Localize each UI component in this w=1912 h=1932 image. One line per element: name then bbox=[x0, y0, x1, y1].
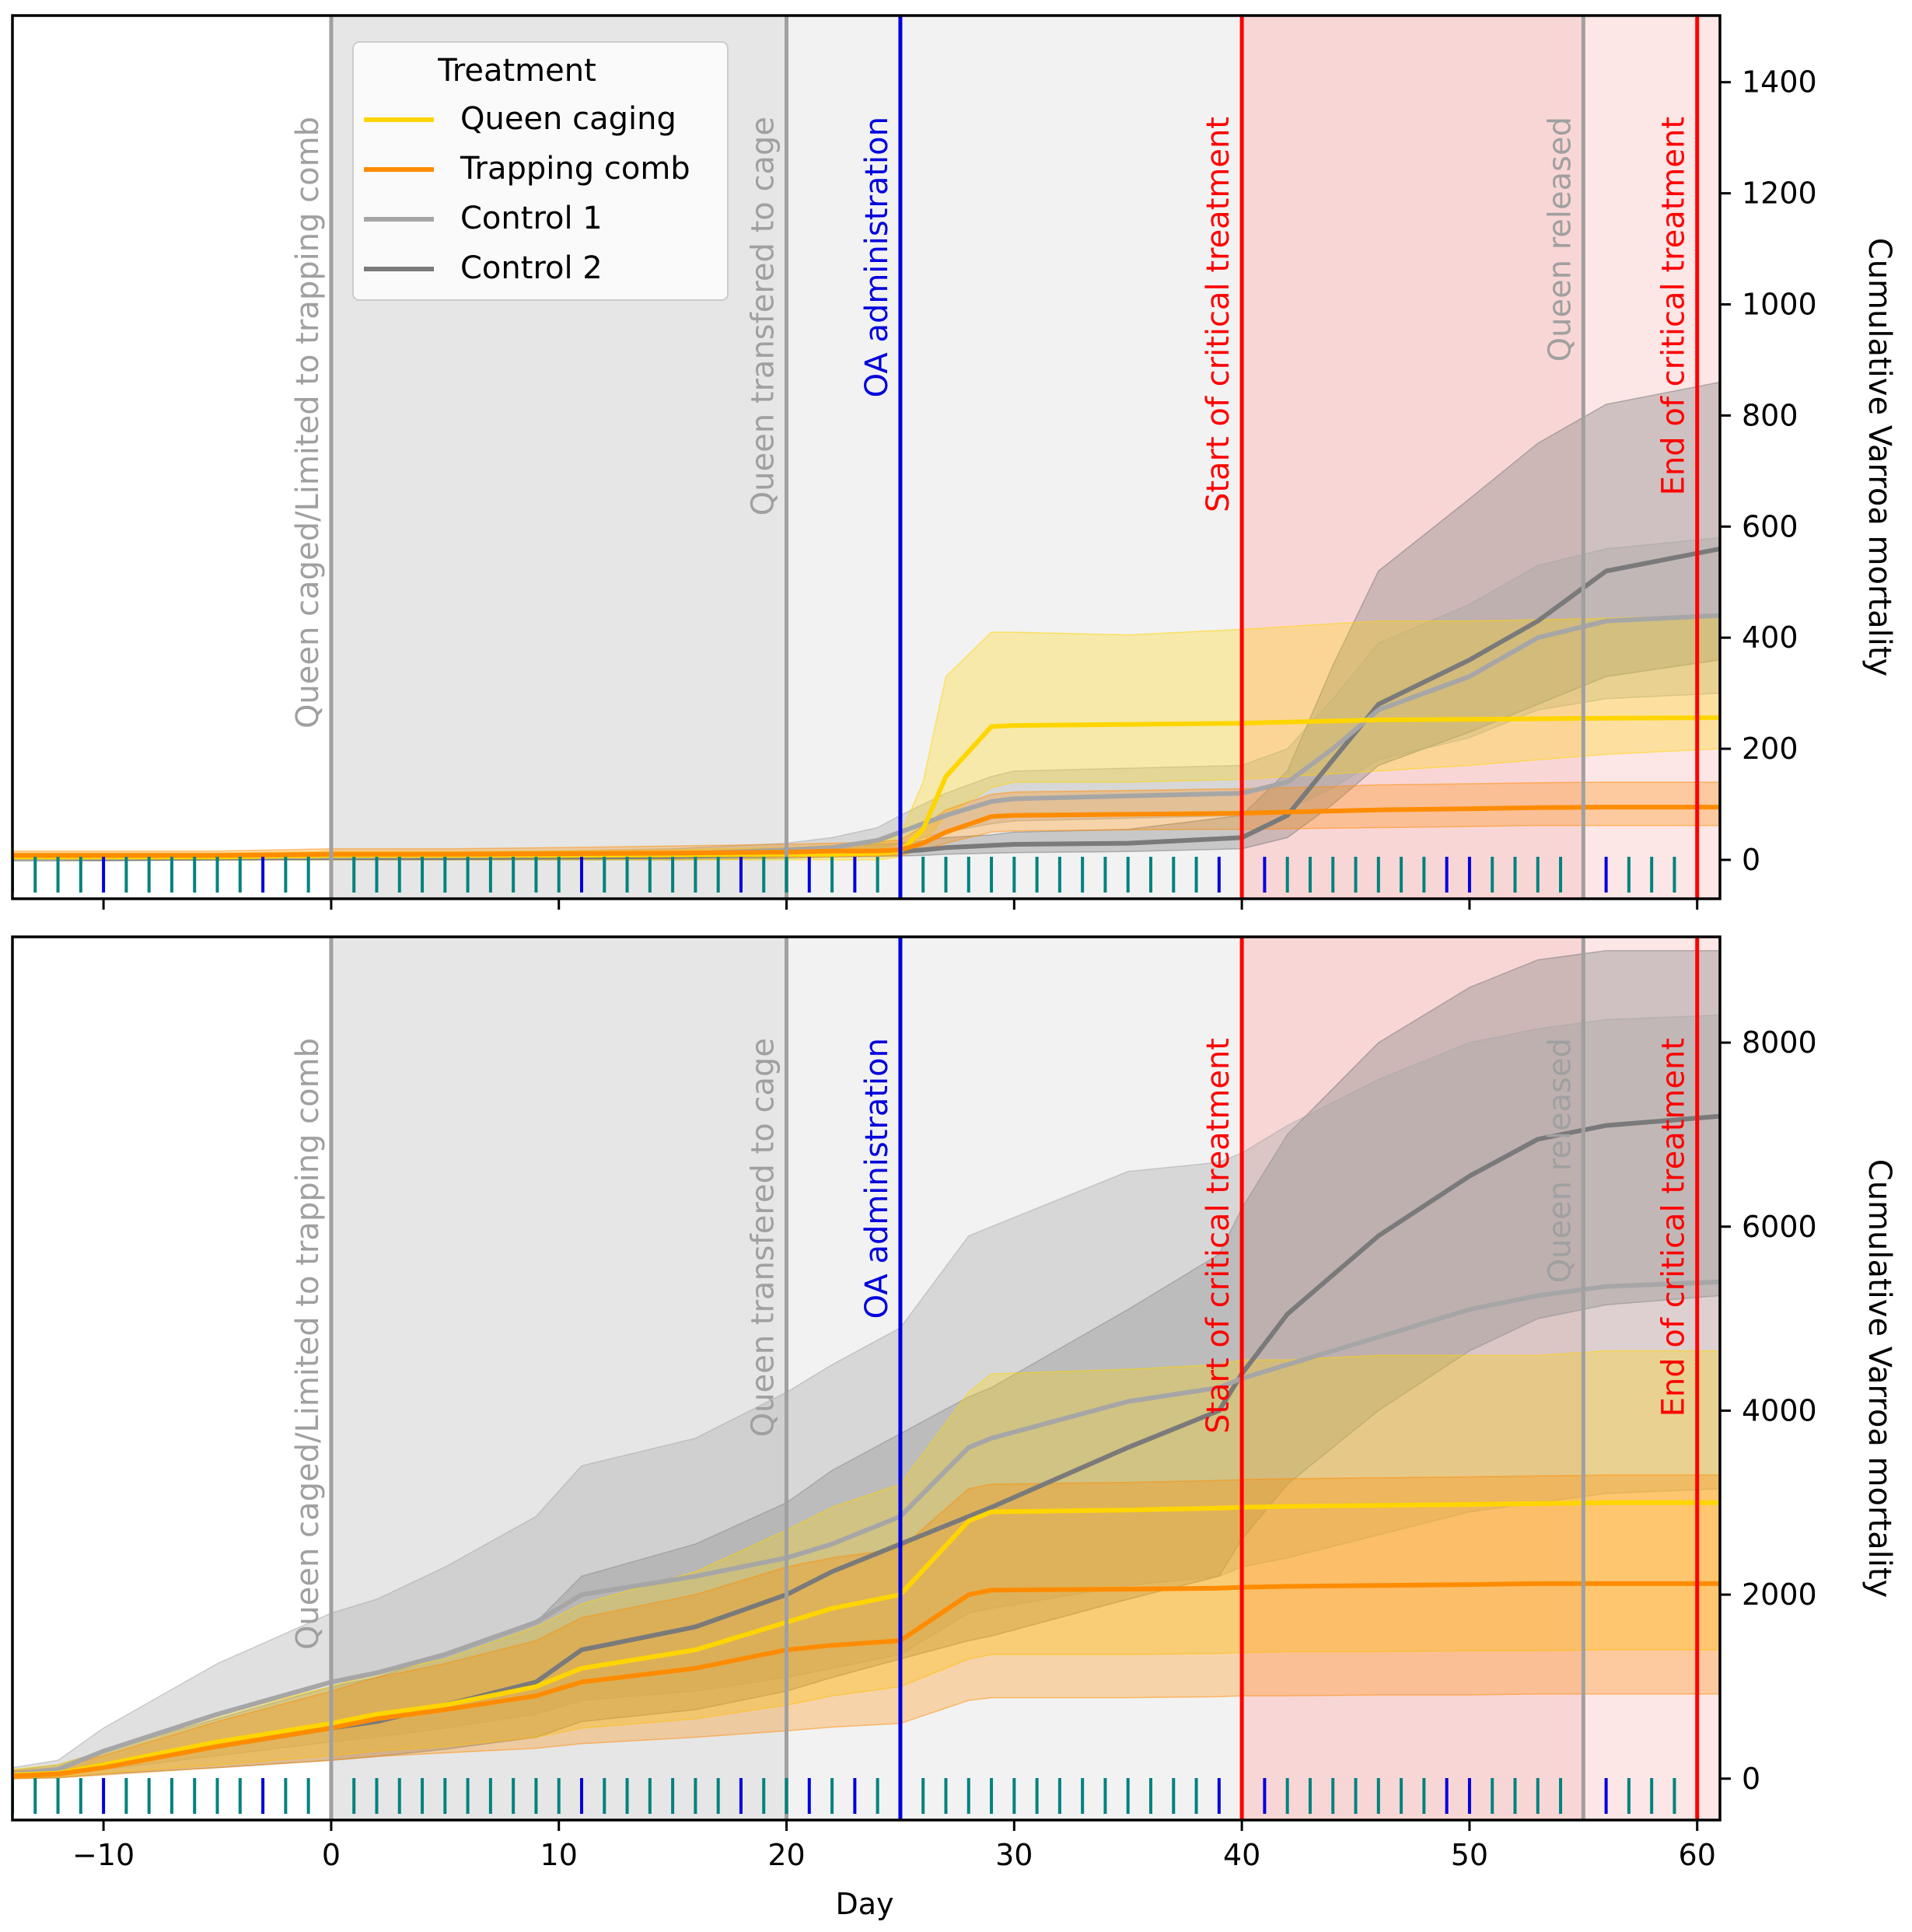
y-tick-label: 1200 bbox=[1742, 176, 1817, 211]
event-label-oa-administration: OA administration bbox=[859, 117, 895, 397]
x-tick-label: 40 bbox=[1223, 1838, 1260, 1872]
event-label-oa-administration: OA administration bbox=[859, 1038, 895, 1319]
y-tick-label: 6000 bbox=[1742, 1210, 1817, 1244]
confidence-band-control-1 bbox=[12, 1014, 1720, 1780]
y-tick-label: 8000 bbox=[1742, 1025, 1817, 1060]
legend-label-queen-caging: Queen caging bbox=[460, 101, 676, 137]
x-tick-label: 10 bbox=[540, 1838, 578, 1872]
event-label-queen-released: Queen released bbox=[1542, 1038, 1578, 1283]
x-tick-label: −10 bbox=[72, 1838, 135, 1872]
legend-box bbox=[352, 41, 729, 301]
confidence-band-queen-caging bbox=[12, 1350, 1720, 1780]
event-label-queen-caged-limited-to-trapping-comb: Queen caged/Limited to trapping comb bbox=[290, 1038, 326, 1650]
x-tick-label: 30 bbox=[995, 1838, 1033, 1872]
confidence-band-trapping-comb bbox=[12, 1474, 1720, 1780]
y-tick-label: 800 bbox=[1742, 398, 1798, 432]
event-label-queen-transfered-to-cage: Queen transfered to cage bbox=[746, 1038, 781, 1437]
x-tick-label: 20 bbox=[767, 1838, 805, 1872]
y-tick-label: 0 bbox=[1742, 843, 1760, 877]
y-tick-label: 1400 bbox=[1742, 65, 1817, 100]
shaded-period-40-55 bbox=[1242, 937, 1584, 1820]
legend-label-control-1: Control 1 bbox=[460, 201, 603, 236]
shaded-period-0-20 bbox=[330, 937, 787, 1820]
legend-title: Treatment bbox=[437, 53, 596, 89]
x-tick-label: 60 bbox=[1679, 1838, 1716, 1872]
event-label-queen-caged-limited-to-trapping-comb: Queen caged/Limited to trapping comb bbox=[290, 117, 326, 728]
legend-label-control-2: Control 2 bbox=[460, 250, 603, 286]
x-axis-label: Day bbox=[835, 1887, 893, 1921]
event-label-start-of-critical-treatment: Start of critical treatment bbox=[1201, 1038, 1236, 1434]
y-tick-label: 400 bbox=[1742, 620, 1798, 655]
y-tick-label: 0 bbox=[1742, 1762, 1760, 1796]
y-axis-label: Cumulative Varroa mortality bbox=[1861, 238, 1897, 676]
series-line-queen-caging bbox=[12, 1500, 1720, 1777]
x-tick-label: 0 bbox=[322, 1838, 341, 1872]
y-tick-label: 4000 bbox=[1742, 1393, 1817, 1427]
plot-frame bbox=[11, 14, 1721, 900]
top-panel: Queen caged/Limited to trapping comb Quee… bbox=[11, 14, 1897, 910]
plot-frame bbox=[11, 935, 1721, 1822]
y-tick-label: 600 bbox=[1742, 509, 1798, 543]
y-axis-label: Cumulative Varroa mortality bbox=[1861, 1159, 1897, 1598]
series-line-trapping-comb bbox=[12, 1581, 1720, 1779]
event-label-queen-released: Queen released bbox=[1542, 117, 1578, 362]
legend-label-trapping-comb: Trapping comb bbox=[460, 151, 690, 187]
y-tick-label: 2000 bbox=[1742, 1577, 1817, 1612]
shaded-period-20-40 bbox=[786, 937, 1243, 1820]
y-tick-label: 1000 bbox=[1742, 288, 1817, 322]
event-label-end-of-critical-treatment: End of critical treatment bbox=[1656, 117, 1692, 495]
event-label-start-of-critical-treatment: Start of critical treatment bbox=[1201, 117, 1236, 512]
bottom-panel: Queen caged/Limited to trapping comb Quee… bbox=[11, 935, 1897, 1872]
x-tick-label: 50 bbox=[1451, 1838, 1488, 1872]
shaded-period-20-40 bbox=[786, 16, 1243, 899]
legend: Treatment Queen caging Trapping comb Contro… bbox=[352, 41, 729, 301]
event-label-queen-transfered-to-cage: Queen transfered to cage bbox=[746, 117, 781, 515]
plot-area: Queen caged/Limited to trapping comb Quee… bbox=[12, 937, 1720, 1820]
event-label-end-of-critical-treatment: End of critical treatment bbox=[1656, 1038, 1692, 1417]
y-tick-label: 200 bbox=[1742, 732, 1798, 766]
series-line-control-1 bbox=[12, 1279, 1720, 1777]
